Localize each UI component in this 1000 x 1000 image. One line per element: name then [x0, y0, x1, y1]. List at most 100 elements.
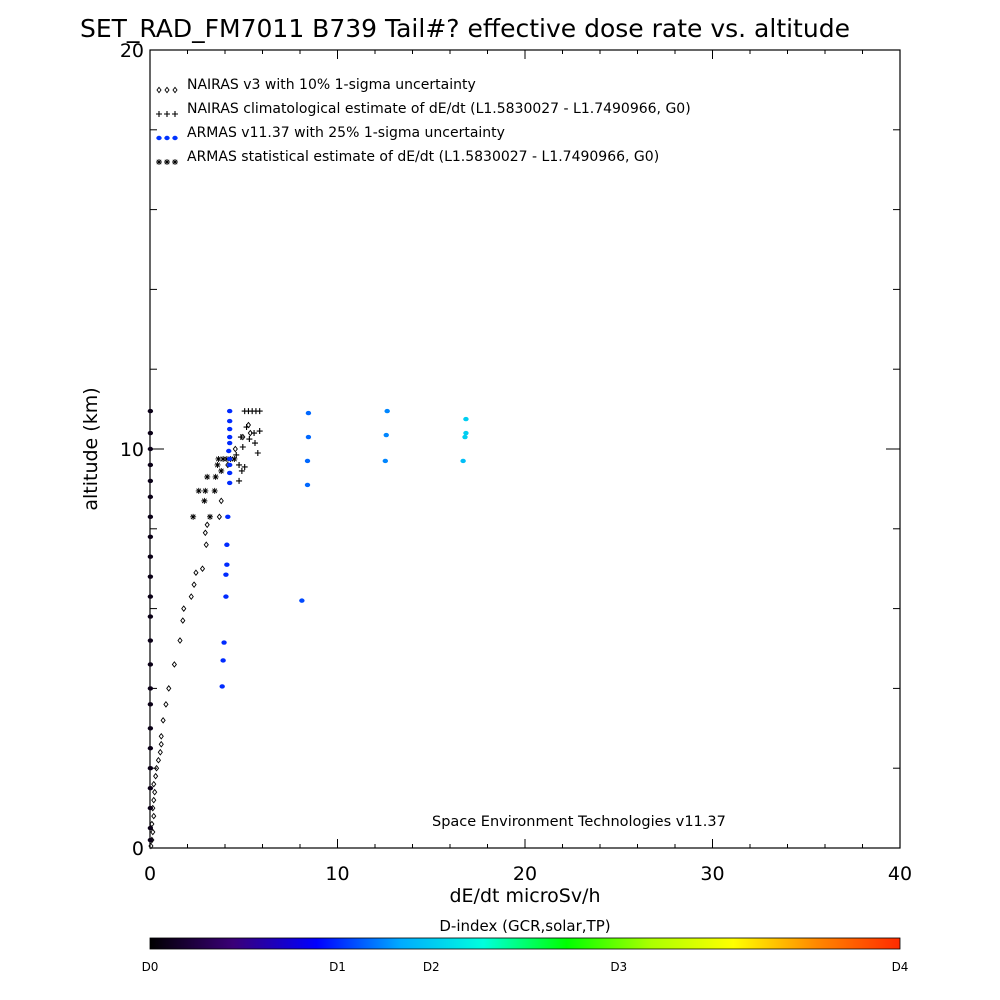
legend-item: ARMAS v11.37 with 25% 1-sigma uncertaint… — [156, 125, 505, 141]
data-point-dot — [219, 684, 225, 689]
data-point-plus — [241, 463, 248, 470]
data-point-dot — [147, 746, 154, 751]
data-point-dot — [305, 410, 312, 416]
data-point-dot — [147, 766, 154, 771]
axis-tick-labels: 0 10 20 30 40 0 10 20 — [120, 40, 912, 885]
legend-item: ARMAS statistical estimate of dE/dt (L1.… — [156, 149, 659, 165]
data-point-diamond — [172, 86, 178, 94]
data-point-plus — [156, 111, 162, 117]
axis-ticks — [149, 49, 901, 849]
data-point-dot — [463, 416, 469, 422]
x-axis-label: dE/dt microSv/h — [449, 885, 600, 907]
data-point-diamond — [163, 701, 169, 708]
data-point-star — [164, 159, 170, 165]
legend-item: NAIRAS climatological estimate of dE/dt … — [156, 101, 691, 117]
data-point-diamond — [151, 812, 157, 820]
data-point-dot — [147, 837, 154, 843]
data-point-star — [195, 487, 202, 494]
colorbar-label: D4 — [892, 960, 909, 974]
credit-note: Space Environment Technologies v11.37 — [432, 814, 726, 830]
data-point-dot — [383, 432, 389, 438]
chart-title: SET_RAD_FM7011 B739 Tail#? effective dos… — [80, 14, 850, 43]
x-tick-label: 10 — [325, 863, 349, 885]
data-point-dot — [147, 494, 154, 500]
data-point-plus — [256, 428, 263, 435]
data-point-dot — [382, 458, 389, 464]
data-point-star — [214, 461, 221, 468]
data-point-dot — [164, 135, 170, 141]
data-point-plus — [246, 436, 253, 443]
data-point-diamond — [160, 716, 166, 724]
data-point-diamond — [181, 605, 187, 612]
data-point-diamond — [247, 429, 253, 437]
data-point-dot — [223, 594, 229, 599]
colorbar-label: D2 — [423, 960, 440, 974]
data-point-dot — [172, 135, 178, 141]
data-point-plus — [251, 430, 258, 437]
data-point-diamond — [193, 569, 199, 577]
data-point-dot — [226, 418, 233, 424]
data-point-dot — [226, 448, 232, 454]
data-point-dot — [226, 426, 233, 432]
data-point-diamond — [191, 581, 197, 588]
data-point-dot — [147, 430, 154, 436]
data-point-dot — [460, 458, 466, 464]
data-point-plus — [239, 444, 246, 451]
data-point-dot — [226, 480, 233, 486]
colorbar-labels: D0 D1 D2 D3 D4 — [142, 960, 909, 974]
legend-text: NAIRAS climatological estimate of dE/dt … — [187, 101, 691, 117]
data-point-plus — [236, 461, 243, 468]
data-point-dot — [147, 594, 154, 599]
data-point-plus — [254, 449, 261, 456]
colorbar-label: D3 — [610, 960, 627, 974]
y-tick-label: 0 — [132, 838, 144, 860]
data-point-dot — [147, 785, 154, 791]
data-point-diamond — [151, 780, 157, 788]
data-point-dot — [147, 702, 154, 707]
x-tick-label: 0 — [144, 863, 156, 885]
data-point-dot — [147, 478, 154, 484]
data-point-plus — [256, 408, 263, 415]
data-point-dot — [226, 470, 233, 476]
data-point-plus — [236, 477, 243, 484]
data-point-dot — [220, 658, 226, 663]
data-point-diamond — [148, 842, 154, 850]
colorbar — [149, 937, 901, 950]
data-point-dot — [226, 440, 233, 446]
data-point-dot — [304, 482, 311, 488]
data-point-star — [202, 487, 209, 494]
data-point-dot — [305, 434, 312, 440]
data-point-diamond — [202, 529, 208, 537]
data-point-dot — [156, 135, 162, 141]
data-point-dot — [299, 598, 305, 603]
data-point-diamond — [153, 772, 159, 780]
legend-text: ARMAS v11.37 with 25% 1-sigma uncertaint… — [187, 125, 505, 141]
data-point-diamond — [164, 86, 170, 94]
data-point-diamond — [150, 828, 156, 836]
y-tick-label: 10 — [120, 439, 144, 461]
data-point-dot — [304, 458, 311, 464]
data-point-dot — [462, 434, 468, 440]
data-point-dot — [225, 514, 231, 520]
data-series — [147, 408, 469, 850]
data-point-dot — [147, 408, 154, 414]
data-point-star — [223, 455, 230, 462]
data-point-diamond — [171, 661, 177, 668]
plot-frame — [149, 49, 901, 849]
data-point-dot — [147, 662, 154, 667]
data-point-diamond — [158, 732, 164, 740]
data-point-star — [231, 455, 238, 462]
legend-text: NAIRAS v3 with 10% 1-sigma uncertainty — [187, 77, 476, 93]
data-point-dot — [384, 408, 390, 414]
x-tick-label: 40 — [888, 863, 912, 885]
data-point-dot — [147, 462, 154, 468]
data-point-star — [212, 473, 219, 480]
data-point-diamond — [155, 756, 162, 764]
data-point-dot — [147, 686, 154, 691]
data-point-star — [218, 467, 225, 474]
data-point-diamond — [218, 497, 224, 505]
data-point-star — [204, 473, 211, 480]
data-point-plus — [243, 424, 250, 431]
data-point-diamond — [152, 788, 158, 796]
